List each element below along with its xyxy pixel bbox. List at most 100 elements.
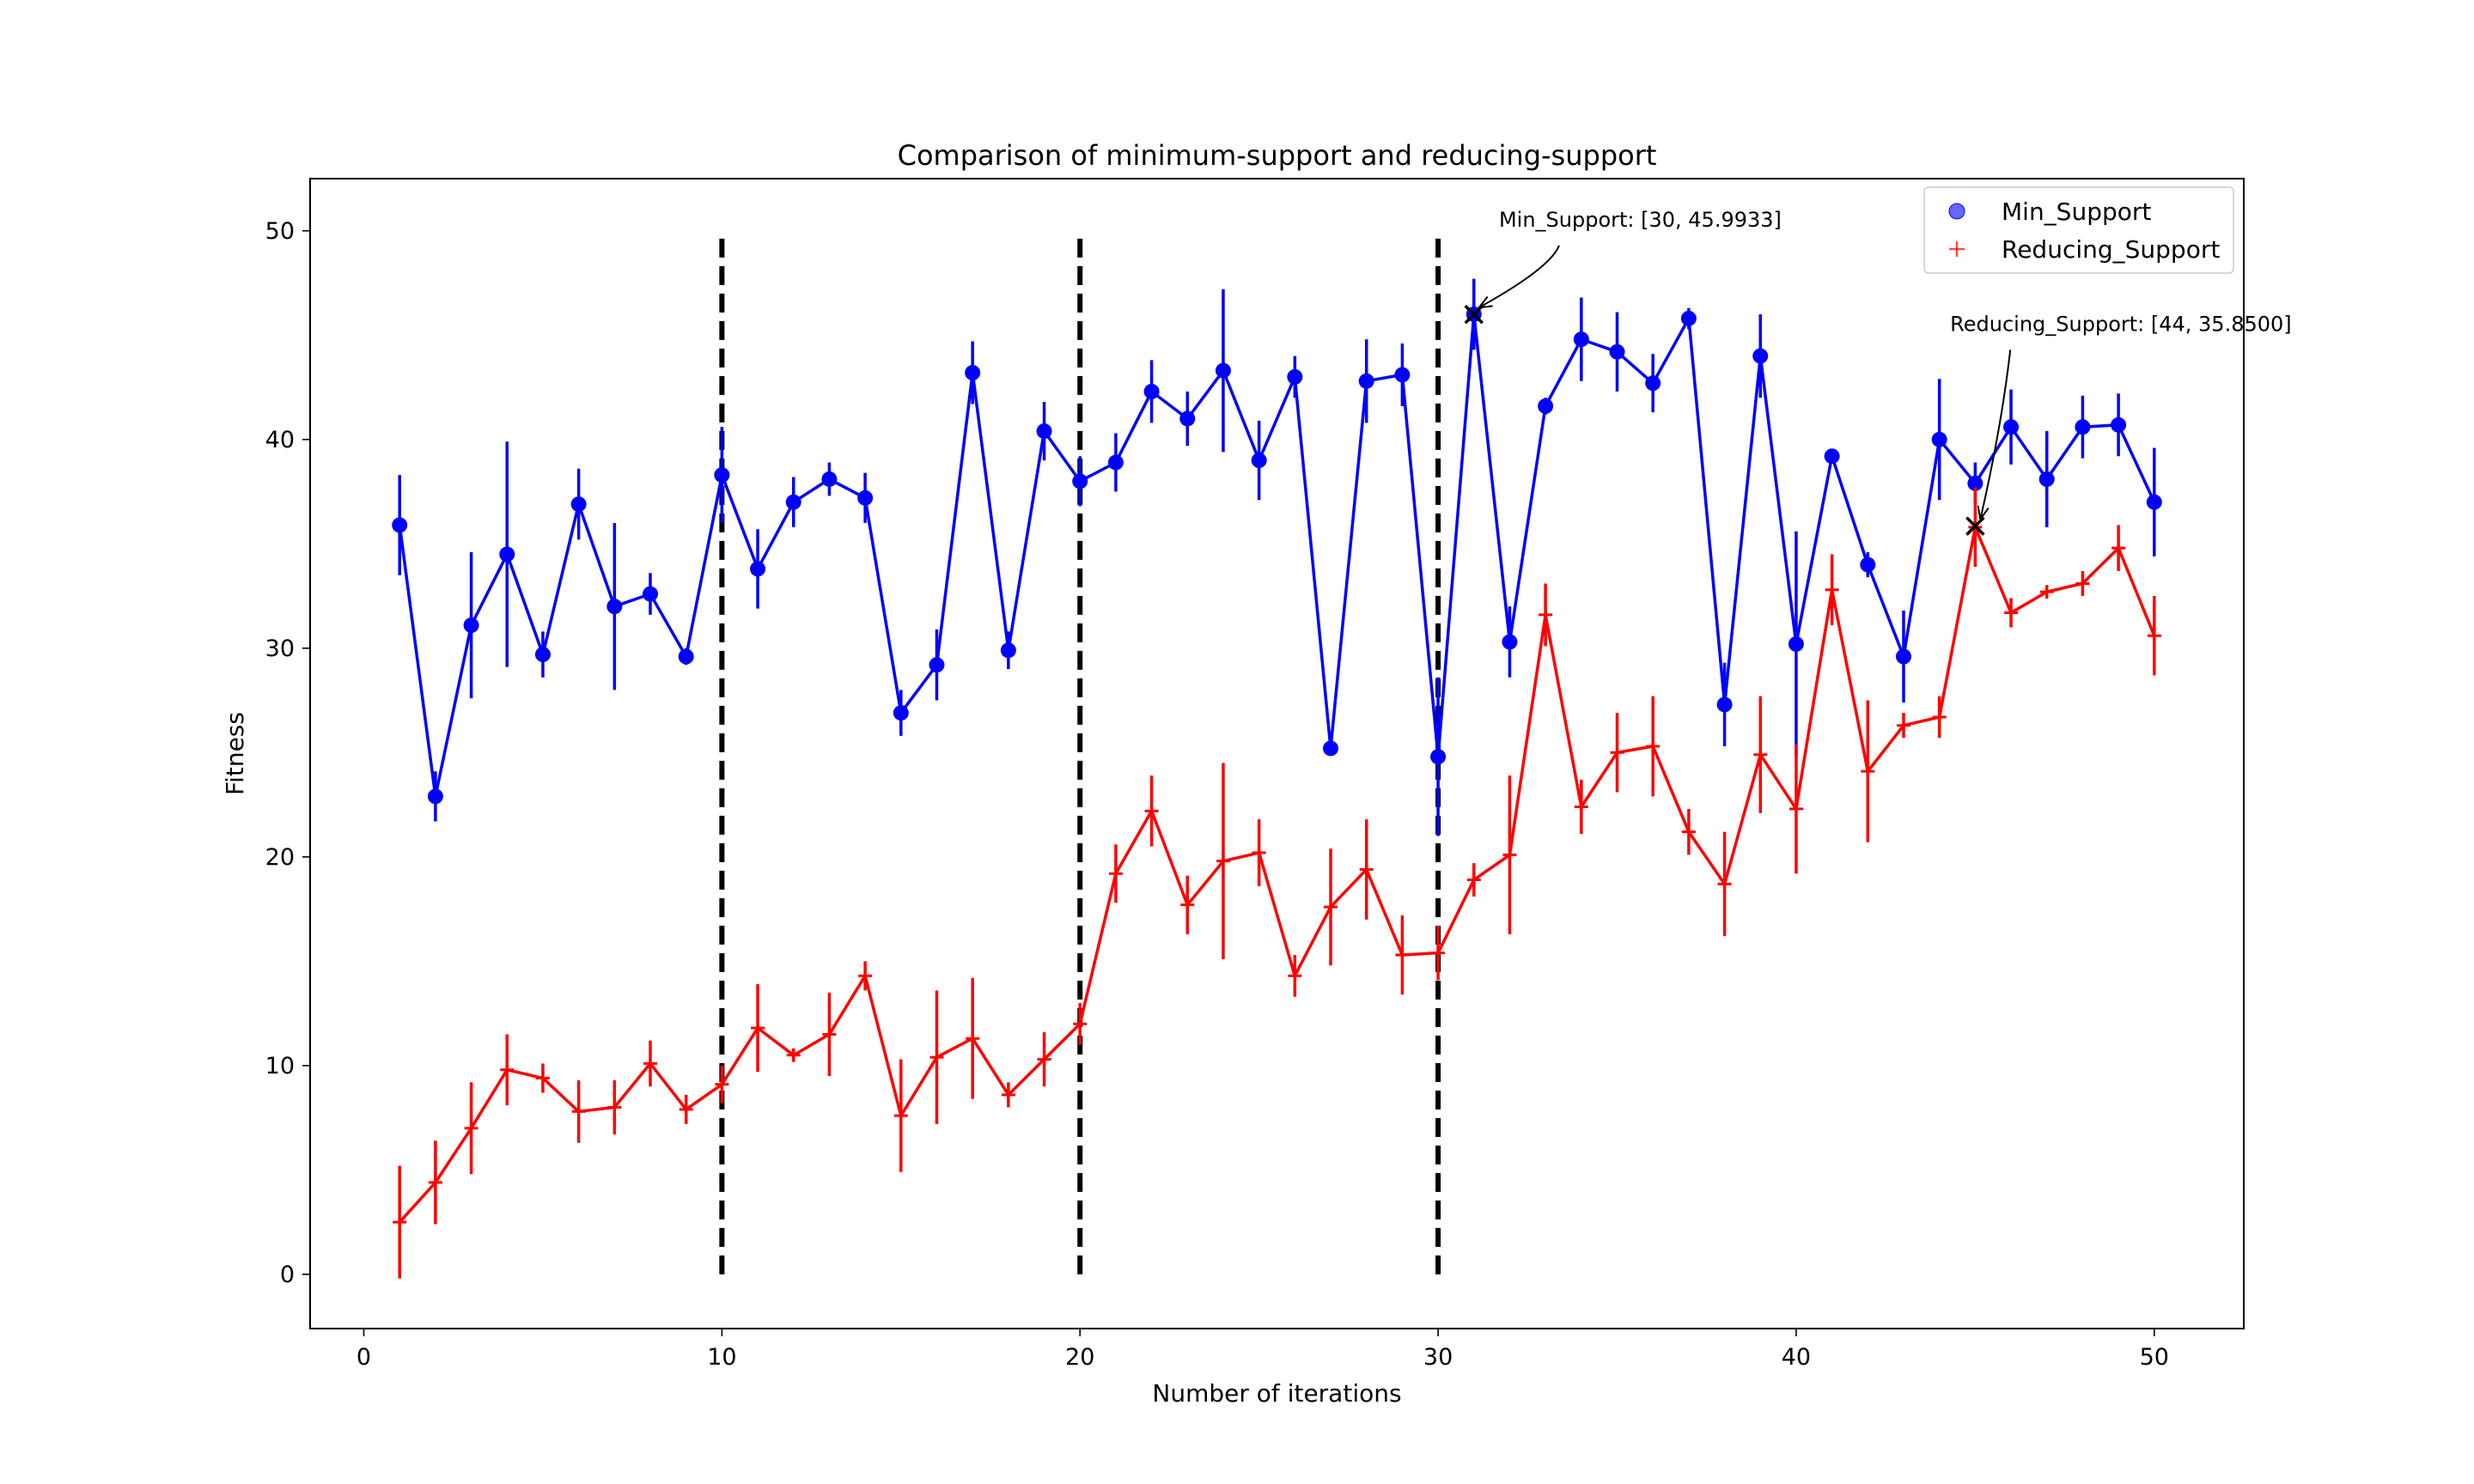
data-point xyxy=(463,617,479,634)
data-point xyxy=(1431,946,1446,960)
data-point xyxy=(607,1100,622,1115)
series-line xyxy=(398,313,2156,799)
data-point xyxy=(1573,331,1589,348)
annotation-marker xyxy=(1464,245,1560,325)
annotation-arrowhead xyxy=(1477,295,1493,309)
data-point xyxy=(1610,745,1624,760)
data-point xyxy=(393,1215,407,1230)
series-reducing-support xyxy=(393,487,2161,1279)
data-point xyxy=(2039,585,2054,599)
data-point xyxy=(1324,900,1338,915)
annotation-arrowhead xyxy=(1977,505,1990,522)
y-tick-label: 50 xyxy=(265,218,295,245)
data-point xyxy=(893,1109,908,1123)
data-point xyxy=(1430,749,1447,765)
data-point xyxy=(1896,718,1910,733)
data-point xyxy=(857,490,874,506)
x-tick-label: 0 xyxy=(356,1344,371,1371)
data-point xyxy=(606,599,623,615)
data-point xyxy=(1215,362,1231,379)
data-point xyxy=(679,1102,693,1116)
data-point xyxy=(1143,383,1160,399)
annotation-arrow xyxy=(1478,245,1560,308)
legend-marker-circle xyxy=(1948,203,1965,220)
data-point xyxy=(1358,373,1374,389)
data-point xyxy=(1466,873,1481,887)
axes-frame xyxy=(309,178,2245,1329)
series-min-support xyxy=(392,278,2162,836)
data-point xyxy=(1073,1017,1088,1031)
series-line xyxy=(398,526,2156,1224)
data-point xyxy=(464,1121,478,1135)
chart-title: Comparison of minimum-support and reduci… xyxy=(898,139,1657,172)
data-point xyxy=(1395,948,1410,963)
data-point xyxy=(1609,344,1625,360)
data-point xyxy=(1788,801,1803,816)
data-point xyxy=(966,1031,980,1046)
data-point xyxy=(1538,398,1554,414)
annotation-x xyxy=(1464,304,1484,325)
data-point xyxy=(570,496,587,513)
data-point xyxy=(1788,636,1804,652)
data-point xyxy=(1680,310,1697,326)
data-point xyxy=(1825,582,1839,597)
data-point xyxy=(2003,419,2020,435)
data-point xyxy=(1359,862,1374,877)
data-point xyxy=(2111,541,2126,556)
data-point xyxy=(1288,969,1302,983)
data-point xyxy=(1645,375,1661,392)
data-point xyxy=(571,1104,586,1119)
legend: Min_Support Reducing_Support xyxy=(1923,186,2234,274)
legend-label-reducing-support: Reducing_Support xyxy=(2002,235,2220,264)
y-tick-label: 0 xyxy=(280,1262,295,1288)
legend-marker-min-support xyxy=(1948,203,1965,220)
data-point xyxy=(534,647,551,663)
data-point xyxy=(1252,845,1266,860)
data-point xyxy=(1287,368,1303,385)
data-point xyxy=(2147,629,2161,643)
data-point xyxy=(1036,423,1052,440)
data-point xyxy=(2075,576,2090,591)
data-point xyxy=(1107,454,1124,471)
y-tick-label: 10 xyxy=(265,1053,295,1080)
data-point xyxy=(1179,411,1196,427)
data-point xyxy=(1394,367,1411,383)
data-point xyxy=(499,546,515,563)
x-tick-label: 30 xyxy=(1423,1344,1453,1371)
data-point xyxy=(643,1056,658,1071)
data-point xyxy=(785,494,801,510)
data-point xyxy=(1753,747,1768,762)
data-point xyxy=(822,1027,837,1042)
x-tick-label: 10 xyxy=(707,1344,736,1371)
data-point xyxy=(786,1048,801,1062)
data-point xyxy=(392,517,408,533)
data-point xyxy=(1967,475,1983,491)
y-tick-label: 30 xyxy=(265,636,295,662)
data-point xyxy=(1108,867,1123,881)
data-point xyxy=(678,648,694,665)
data-point xyxy=(1861,764,1875,779)
data-point xyxy=(1216,854,1230,868)
data-point xyxy=(535,1071,550,1086)
data-point xyxy=(2075,419,2091,435)
data-point xyxy=(1251,453,1267,469)
data-point xyxy=(1681,824,1696,839)
data-point xyxy=(427,788,443,805)
data-point xyxy=(821,471,838,487)
data-point xyxy=(1072,473,1088,490)
annotation-x xyxy=(1965,516,1985,536)
data-point xyxy=(1752,348,1769,364)
data-point xyxy=(500,1062,515,1077)
data-point xyxy=(2004,605,2019,620)
data-point xyxy=(893,705,909,721)
annotation-arrow xyxy=(1979,350,2012,520)
data-point xyxy=(929,657,945,673)
data-point xyxy=(1824,448,1840,465)
data-point xyxy=(1716,696,1733,713)
x-axis-label: Number of iterations xyxy=(1152,1379,1401,1408)
data-point xyxy=(1502,848,1517,862)
data-point xyxy=(1502,634,1518,650)
data-point xyxy=(1037,1052,1051,1067)
data-point xyxy=(929,1050,944,1065)
data-point xyxy=(2111,417,2127,433)
